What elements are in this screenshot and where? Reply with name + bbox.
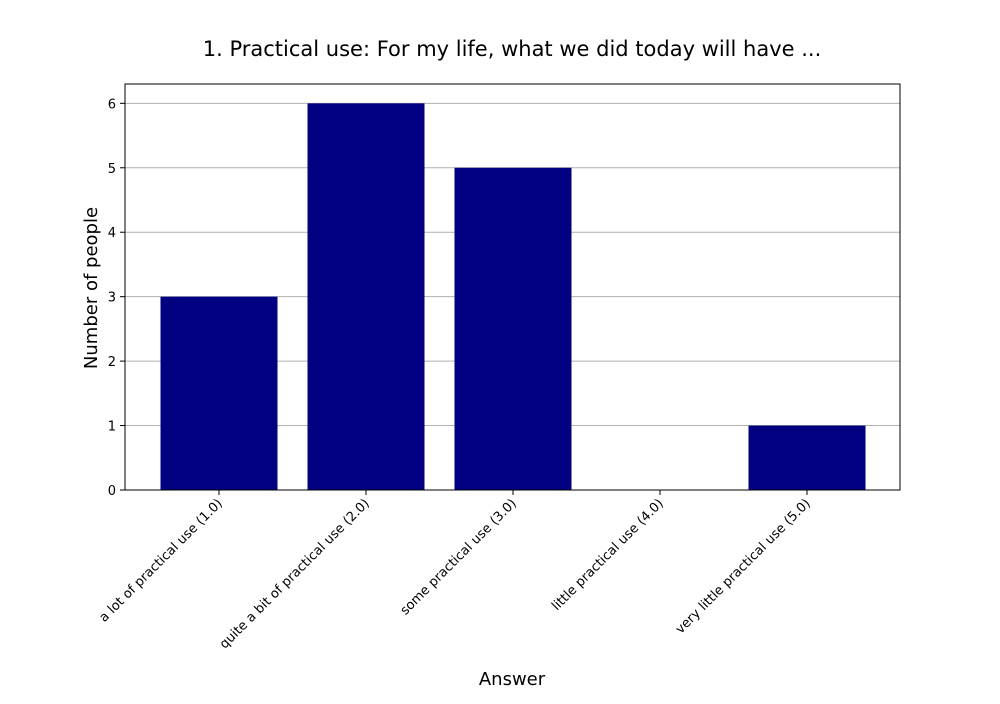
bar: [307, 103, 425, 490]
y-tick-label: 6: [108, 97, 116, 112]
y-tick-label: 4: [108, 226, 116, 241]
y-tick-label: 2: [108, 355, 116, 370]
bar: [748, 425, 866, 490]
x-tick-label: some practical use (3.0): [398, 496, 520, 618]
bars: [160, 103, 866, 490]
y-tick-label: 1: [108, 420, 116, 435]
y-tick-label: 5: [108, 162, 116, 177]
chart-title: 1. Practical use: For my life, what we d…: [203, 37, 822, 61]
y-tick-label: 3: [108, 291, 116, 306]
x-tick-label: very little practical use (5.0): [673, 496, 814, 637]
x-tick-label: quite a bit of practical use (2.0): [217, 496, 373, 652]
bar: [454, 167, 572, 490]
x-axis-label: Answer: [479, 669, 546, 690]
x-ticks: a lot of practical use (1.0)quite a bit …: [97, 490, 814, 652]
bar: [160, 296, 278, 490]
x-tick-label: little practical use (4.0): [549, 496, 667, 614]
y-tick-label: 0: [108, 484, 116, 499]
x-tick-label: a lot of practical use (1.0): [97, 496, 226, 625]
y-axis-label: Number of people: [81, 207, 102, 369]
y-ticks: 0 1 2 3 4 5 6: [108, 97, 125, 499]
